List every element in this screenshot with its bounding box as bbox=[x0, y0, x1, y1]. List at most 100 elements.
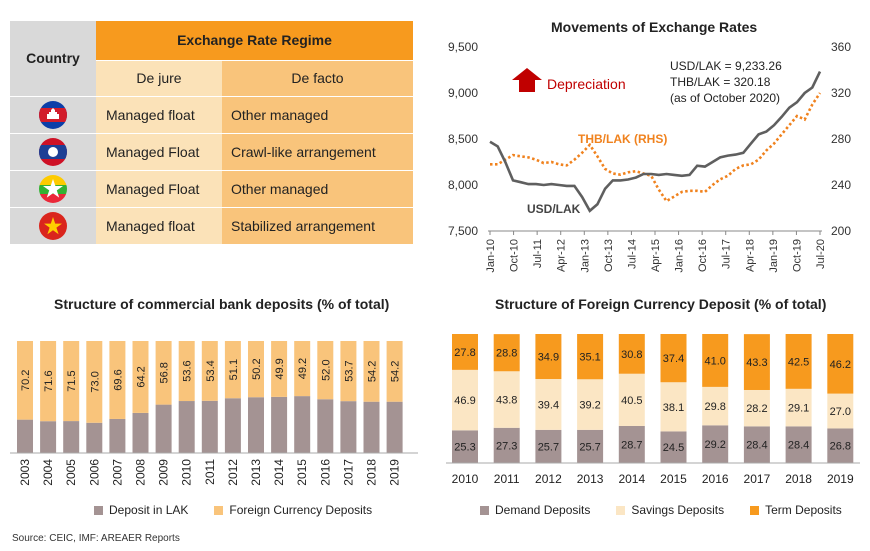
fcd-data-label: 46.2 bbox=[830, 359, 851, 371]
source-note: Source: CEIC, IMF: AREAER Reports bbox=[12, 533, 180, 544]
y-tick-label: 8,000 bbox=[448, 178, 478, 192]
x-tick-label: Jan-16 bbox=[674, 239, 686, 273]
deposit-category-label: 2007 bbox=[110, 459, 124, 486]
fcd-bar bbox=[535, 379, 562, 430]
legend-label: Term Deposits bbox=[765, 503, 842, 517]
legend-item: Savings Deposits bbox=[616, 503, 724, 517]
rate-annotation: USD/LAK = 9,233.26 bbox=[670, 59, 782, 73]
deposit-data-label: 70.2 bbox=[20, 370, 32, 391]
deposit-data-label: 73.0 bbox=[89, 371, 101, 392]
usd-lak-line bbox=[489, 71, 822, 213]
x-tick-label: Oct-10 bbox=[509, 239, 521, 272]
fcd-data-label: 27.3 bbox=[496, 440, 517, 452]
legend-swatch-savings bbox=[616, 505, 626, 515]
deposit-chart-title: Structure of commercial bank deposits (%… bbox=[54, 296, 390, 312]
deposit-bar bbox=[224, 341, 241, 399]
thb-lak-label: THB/LAK (RHS) bbox=[578, 132, 667, 146]
fcd-data-label: 42.5 bbox=[788, 356, 809, 368]
exchange-regime-table: Country Exchange Rate Regime De jure De … bbox=[10, 21, 413, 245]
defacto-cell: Other managed bbox=[222, 96, 413, 134]
legend-swatch-foreign bbox=[214, 505, 224, 515]
fcd-data-label: 38.1 bbox=[663, 402, 684, 414]
deposit-data-label: 56.8 bbox=[159, 362, 171, 383]
legend-label: Deposit in LAK bbox=[109, 503, 189, 517]
y2-tick-label: 280 bbox=[831, 132, 851, 146]
depreciation-arrow-icon bbox=[512, 68, 542, 92]
deposit-bar bbox=[155, 341, 172, 405]
country-header: Country bbox=[10, 21, 96, 97]
deposit-data-label: 53.7 bbox=[343, 360, 355, 381]
fcd-data-label: 39.4 bbox=[538, 399, 559, 411]
legend-item: Term Deposits bbox=[750, 503, 842, 517]
deposit-data-label: 51.1 bbox=[228, 359, 240, 380]
laos-flag-icon bbox=[39, 137, 67, 166]
legend-label: Foreign Currency Deposits bbox=[229, 503, 373, 517]
defacto-header: De facto bbox=[222, 60, 413, 97]
fcd-data-label: 28.4 bbox=[746, 440, 767, 452]
rate-annotation: THB/LAK = 320.18 bbox=[670, 75, 771, 89]
deposit-bar bbox=[40, 421, 57, 453]
deposit-data-label: 69.6 bbox=[112, 369, 124, 390]
defacto-cell: Crawl-like arrangement bbox=[222, 133, 413, 171]
deposit-bar bbox=[86, 341, 103, 423]
deposit-data-label: 64.2 bbox=[136, 366, 148, 387]
fcd-bar bbox=[452, 334, 478, 370]
deposit-bar bbox=[386, 341, 403, 402]
x-tick-label: Jul-14 bbox=[626, 239, 638, 269]
fcd-data-label: 28.8 bbox=[496, 348, 517, 360]
fcd-data-label: 34.9 bbox=[538, 352, 559, 364]
y2-tick-label: 360 bbox=[831, 40, 851, 54]
fcd-category-label: 2015 bbox=[660, 472, 687, 486]
y-tick-label: 7,500 bbox=[448, 224, 478, 238]
fcd-data-label: 37.4 bbox=[663, 353, 684, 365]
fcd-bar bbox=[827, 428, 854, 463]
dejure-cell: Managed float bbox=[96, 96, 222, 134]
fcd-bar bbox=[660, 431, 687, 463]
legend-label: Savings Deposits bbox=[631, 503, 725, 517]
y-tick-label: 9,000 bbox=[448, 86, 478, 100]
deposit-bar bbox=[248, 341, 264, 398]
deposit-data-label: 54.2 bbox=[367, 361, 379, 382]
fcd-bar bbox=[493, 371, 520, 428]
deposit-bar bbox=[294, 396, 311, 453]
deposit-legend: Deposit in LAK Foreign Currency Deposits bbox=[94, 503, 398, 517]
fcd-data-label: 43.3 bbox=[746, 357, 767, 369]
fcd-data-label: 27.0 bbox=[830, 406, 851, 418]
x-tick-label: Oct-16 bbox=[697, 239, 709, 272]
deposit-bar bbox=[363, 341, 380, 402]
fcd-data-label: 27.8 bbox=[454, 347, 475, 359]
fcd-legend: Demand Deposits Savings Deposits Term De… bbox=[480, 503, 868, 517]
fcd-data-label: 25.3 bbox=[454, 442, 475, 454]
deposit-category-label: 2013 bbox=[249, 459, 263, 486]
deposit-category-label: 2006 bbox=[87, 459, 101, 486]
deposit-bar bbox=[17, 341, 33, 420]
fcd-bar bbox=[827, 334, 854, 394]
fcd-bar bbox=[660, 382, 687, 432]
table-row: Managed float Other managed bbox=[10, 96, 413, 134]
table-row: Managed Float Other managed bbox=[10, 170, 413, 208]
legend-swatch-term bbox=[750, 505, 760, 515]
fcd-bar bbox=[618, 425, 645, 463]
deposit-bar bbox=[340, 401, 357, 453]
x-tick-label: Jan-13 bbox=[579, 239, 591, 273]
deposit-bar bbox=[155, 404, 172, 453]
deposit-bar bbox=[317, 341, 334, 400]
deposit-category-label: 2018 bbox=[365, 459, 379, 486]
deposit-data-label: 50.2 bbox=[251, 358, 263, 379]
deposit-bar bbox=[178, 401, 195, 453]
table-row: Managed Float Crawl-like arrangement bbox=[10, 133, 413, 171]
legend-swatch-demand bbox=[480, 505, 489, 515]
deposit-bar bbox=[109, 341, 126, 419]
fcd-data-label: 41.0 bbox=[704, 355, 725, 367]
fcd-bar bbox=[785, 334, 812, 389]
fcd-bar bbox=[618, 373, 645, 426]
deposit-data-label: 53.6 bbox=[182, 360, 194, 381]
deposit-category-label: 2004 bbox=[41, 459, 55, 486]
x-tick-label: Oct-19 bbox=[791, 239, 803, 272]
fcd-data-label: 29.2 bbox=[704, 439, 725, 451]
myanmar-flag-icon bbox=[39, 174, 67, 203]
fcd-data-label: 35.1 bbox=[579, 352, 600, 364]
deposit-data-label: 52.0 bbox=[320, 359, 332, 380]
fcd-bar bbox=[660, 334, 687, 383]
fcd-bar bbox=[785, 388, 812, 427]
